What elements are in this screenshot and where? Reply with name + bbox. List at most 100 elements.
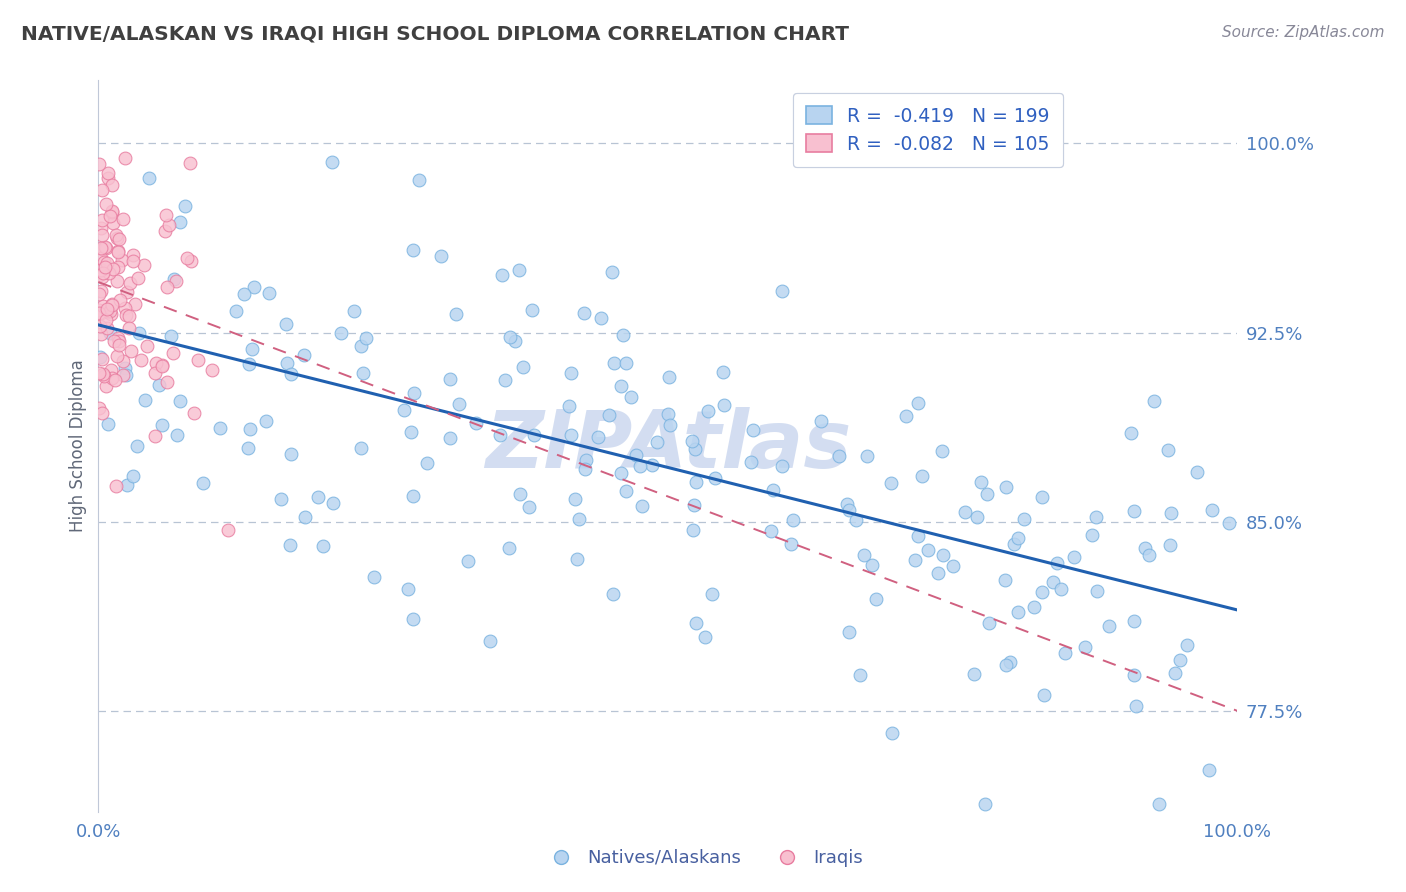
Point <box>976 487 998 501</box>
Point <box>489 428 512 442</box>
Point <box>94 240 117 254</box>
Point <box>111 253 134 268</box>
Point <box>90 228 112 243</box>
Point <box>970 475 993 489</box>
Point <box>1175 638 1198 652</box>
Point <box>1159 537 1181 551</box>
Point <box>457 554 479 568</box>
Point <box>700 587 723 601</box>
Point <box>628 458 651 473</box>
Point <box>128 326 150 341</box>
Point <box>499 330 522 344</box>
Point <box>107 244 129 258</box>
Point <box>478 633 501 648</box>
Point <box>107 331 129 345</box>
Point <box>1007 531 1029 545</box>
Point <box>162 272 184 286</box>
Point <box>94 260 117 274</box>
Point <box>907 396 929 410</box>
Point <box>136 339 159 353</box>
Point <box>1031 585 1053 599</box>
Point <box>838 503 860 517</box>
Point <box>118 321 141 335</box>
Point <box>782 513 804 527</box>
Point <box>98 209 121 223</box>
Point <box>118 276 141 290</box>
Point <box>558 399 581 413</box>
Point <box>100 326 122 341</box>
Point <box>105 274 128 288</box>
Point <box>187 352 209 367</box>
Point <box>105 349 128 363</box>
Point <box>1143 393 1166 408</box>
Point <box>278 538 301 552</box>
Point <box>312 539 335 553</box>
Point <box>115 285 138 300</box>
Point <box>91 367 114 381</box>
Point <box>101 297 124 311</box>
Point <box>134 392 156 407</box>
Point <box>429 249 451 263</box>
Point <box>835 497 858 511</box>
Point <box>696 404 718 418</box>
Point <box>770 459 793 474</box>
Point <box>415 456 437 470</box>
Point <box>1033 688 1056 702</box>
Point <box>307 490 329 504</box>
Point <box>169 215 191 229</box>
Point <box>156 280 179 294</box>
Point <box>150 359 173 374</box>
Point <box>153 224 176 238</box>
Point <box>1133 541 1156 556</box>
Point <box>157 219 180 233</box>
Point <box>101 298 124 312</box>
Point <box>1122 614 1144 628</box>
Point <box>860 558 883 573</box>
Point <box>98 266 121 280</box>
Point <box>838 625 860 640</box>
Point <box>880 476 903 491</box>
Point <box>90 252 112 266</box>
Point <box>148 377 170 392</box>
Point <box>150 418 173 433</box>
Point <box>103 334 125 348</box>
Point <box>564 491 586 506</box>
Point <box>96 302 118 317</box>
Point <box>810 414 832 428</box>
Point <box>408 173 430 187</box>
Point <box>91 351 114 366</box>
Point <box>112 368 135 382</box>
Point <box>591 310 613 325</box>
Point <box>114 360 136 375</box>
Point <box>89 319 111 334</box>
Point <box>865 592 887 607</box>
Point <box>110 293 132 308</box>
Point <box>96 304 118 318</box>
Point <box>503 334 526 348</box>
Point <box>352 367 374 381</box>
Point <box>91 269 114 284</box>
Point <box>560 428 582 442</box>
Point <box>94 241 117 255</box>
Point <box>117 309 139 323</box>
Point <box>94 313 117 327</box>
Point <box>114 151 136 165</box>
Point <box>200 363 222 377</box>
Text: Source: ZipAtlas.com: Source: ZipAtlas.com <box>1222 25 1385 40</box>
Point <box>90 183 112 197</box>
Point <box>565 552 588 566</box>
Point <box>276 356 298 370</box>
Point <box>1218 516 1240 531</box>
Point <box>150 358 173 372</box>
Point <box>631 499 654 513</box>
Point <box>682 523 704 537</box>
Point <box>105 479 128 493</box>
Point <box>979 615 1001 630</box>
Point <box>322 495 344 509</box>
Point <box>96 304 118 318</box>
Point <box>240 342 263 356</box>
Point <box>508 263 530 277</box>
Point <box>853 549 876 563</box>
Point <box>108 334 131 348</box>
Point <box>402 612 425 626</box>
